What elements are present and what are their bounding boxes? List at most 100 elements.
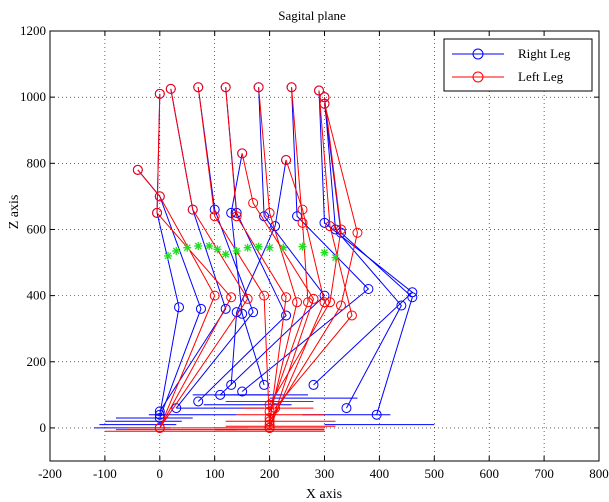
x-tick-label: 300 [315, 466, 335, 481]
leg-segment [197, 87, 271, 428]
joint-marker [231, 207, 242, 218]
x-tick-label: 200 [260, 466, 280, 481]
joint-marker [308, 293, 319, 304]
leg-segment [269, 87, 309, 412]
joint-marker [187, 204, 198, 215]
x-tick-label: 700 [534, 466, 554, 481]
leg-segment [137, 169, 216, 429]
joint-marker [226, 292, 237, 303]
com-marker [265, 243, 274, 252]
joint-marker [319, 297, 330, 308]
joint-marker [297, 204, 308, 215]
com-marker [232, 246, 241, 255]
leg-segment [274, 90, 353, 409]
x-axis-label: X axis [306, 487, 342, 502]
leg-segment [230, 159, 287, 385]
leg-segment [324, 97, 402, 409]
x-tick-label: 400 [370, 466, 390, 481]
com-marker-stroke [233, 247, 241, 255]
legend-label: Right Leg [518, 46, 571, 61]
com-marker-stroke [194, 242, 202, 250]
joint-marker [248, 198, 259, 208]
joint-marker [220, 303, 231, 314]
joint-marker [341, 403, 352, 414]
leg-segment [258, 87, 298, 419]
com-marker-stroke [321, 249, 328, 257]
leg-segment [230, 153, 265, 386]
legend-marker [472, 71, 484, 83]
com-marker-stroke [183, 244, 191, 252]
com-marker-stroke [266, 244, 274, 252]
com-marker-stroke [222, 250, 230, 258]
legend-marker [472, 48, 484, 60]
x-tick-label: 600 [479, 466, 499, 481]
y-tick-label: 0 [40, 420, 47, 435]
com-marker-stroke [332, 254, 339, 262]
com-marker [243, 243, 252, 252]
x-ticks: -200 -100 0 100 200 300 400 500 600 700 800 [38, 31, 609, 481]
joint-marker [335, 300, 346, 311]
joint-marker [259, 379, 270, 390]
com-marker [164, 251, 173, 260]
y-axis-label: Z axis [7, 195, 22, 230]
x-tick-label: -100 [93, 466, 117, 481]
joint-marker [319, 92, 330, 103]
com-marker [213, 245, 222, 254]
y-tick-label: 1200 [20, 23, 46, 38]
com-marker [320, 248, 329, 257]
joint-marker [248, 307, 259, 318]
joint-marker [407, 292, 418, 303]
joint-marker [264, 207, 275, 218]
leg-segment [219, 87, 326, 396]
com-marker-stroke [164, 252, 172, 260]
x-tick-label: -200 [38, 466, 62, 481]
leg-segment [241, 87, 370, 392]
joint-marker [242, 293, 253, 304]
x-tick-label: 500 [425, 466, 445, 481]
com-marker [279, 243, 288, 252]
joint-marker [319, 217, 330, 228]
y-tick-label: 600 [27, 221, 47, 236]
y-tick-label: 800 [27, 155, 47, 170]
joint-marker [371, 409, 382, 420]
joint-marker [220, 82, 231, 93]
y-tick-label: 200 [27, 354, 47, 369]
com-marker [172, 246, 181, 255]
com-marker [183, 243, 192, 252]
com-marker-stroke [213, 245, 221, 253]
y-tick-label: 400 [27, 288, 47, 303]
x-tick-label: 0 [157, 466, 164, 481]
series-right-leg [93, 82, 435, 429]
series-left-leg [104, 82, 363, 433]
joint-marker [324, 297, 335, 308]
com-marker-stroke [255, 243, 263, 251]
joint-marker [264, 406, 275, 417]
com-marker [205, 242, 214, 250]
joint-marker [226, 207, 237, 218]
grid-lines [50, 31, 599, 461]
joint-marker [292, 297, 303, 308]
joint-marker [237, 148, 248, 159]
joint-marker [286, 82, 297, 93]
joint-marker [154, 422, 165, 433]
joint-marker [154, 88, 165, 99]
x-tick-label: 800 [589, 466, 609, 481]
joint-marker [352, 227, 363, 238]
joint-marker [154, 191, 165, 202]
joint-marker [154, 406, 165, 417]
joint-marker [264, 422, 275, 433]
leg-segment [159, 88, 249, 429]
legend-label: Left Leg [518, 69, 564, 84]
joint-marker [396, 300, 407, 311]
com-marker [331, 253, 340, 262]
joint-marker [281, 292, 292, 303]
com-marker-stroke [244, 244, 252, 252]
joint-marker [253, 82, 264, 93]
joint-marker [237, 386, 248, 397]
leg-segment [269, 103, 358, 422]
com-marker [254, 242, 263, 251]
com-marker-stroke [172, 247, 180, 255]
joint-marker [152, 207, 163, 218]
joint-marker [132, 164, 143, 175]
